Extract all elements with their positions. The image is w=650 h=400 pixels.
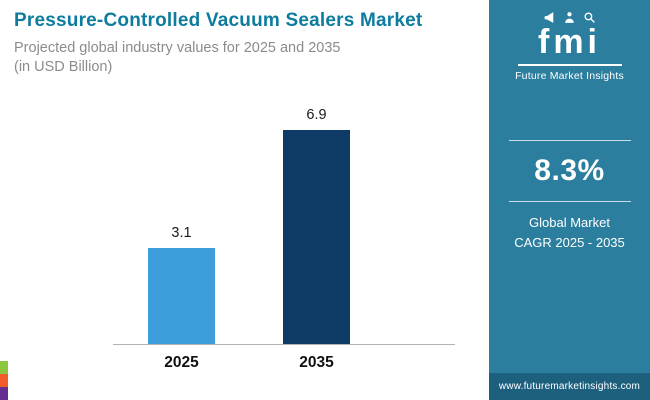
bar-group-2035: 6.9 2035 — [283, 107, 350, 371]
axis-label-2025: 2025 — [164, 354, 199, 371]
page-title: Pressure-Controlled Vacuum Sealers Marke… — [14, 10, 423, 31]
logo-tagline: Future Market Insights — [515, 70, 624, 82]
logo-wordmark: fmi — [538, 23, 601, 61]
cagr-label-line1: Global Market — [529, 215, 610, 230]
bar-chart: 3.1 2025 6.9 2035 — [113, 100, 455, 371]
footer-bar: www.futuremarketinsights.com — [489, 373, 650, 400]
bar-2035 — [283, 130, 350, 344]
header: Pressure-Controlled Vacuum Sealers Marke… — [14, 10, 480, 77]
bar-value-2035: 6.9 — [306, 107, 327, 123]
magnifier-icon — [583, 11, 596, 24]
axis-label-2035: 2035 — [299, 354, 334, 371]
subtitle-line1: Projected global industry values for 202… — [14, 40, 341, 56]
bar-value-2025: 3.1 — [171, 225, 192, 241]
brand-sidebar: fmi Future Market Insights 8.3% Global M… — [489, 0, 650, 400]
megaphone-icon — [543, 11, 556, 24]
accent-stripes — [0, 361, 8, 400]
person-icon — [563, 11, 576, 24]
divider-above-cagr — [508, 140, 631, 141]
cagr-value: 8.3% — [534, 154, 605, 187]
cagr-label: Global Market CAGR 2025 - 2035 — [489, 213, 650, 252]
footer-url: www.futuremarketinsights.com — [498, 381, 641, 392]
logo-icons-row — [489, 9, 650, 24]
fmi-logo: fmi Future Market Insights — [489, 9, 650, 82]
accent-stripe-purple — [0, 387, 8, 400]
subtitle-line2: (in USD Billion) — [14, 59, 113, 76]
x-axis-baseline — [113, 344, 455, 345]
cagr-label-line2: CAGR 2025 - 2035 — [514, 234, 625, 250]
logo-underline — [517, 64, 622, 66]
bar-2025 — [148, 248, 215, 344]
accent-stripe-orange — [0, 374, 8, 387]
accent-stripe-green — [0, 361, 8, 374]
bar-group-2025: 3.1 2025 — [148, 225, 215, 371]
divider-below-cagr — [508, 201, 631, 202]
